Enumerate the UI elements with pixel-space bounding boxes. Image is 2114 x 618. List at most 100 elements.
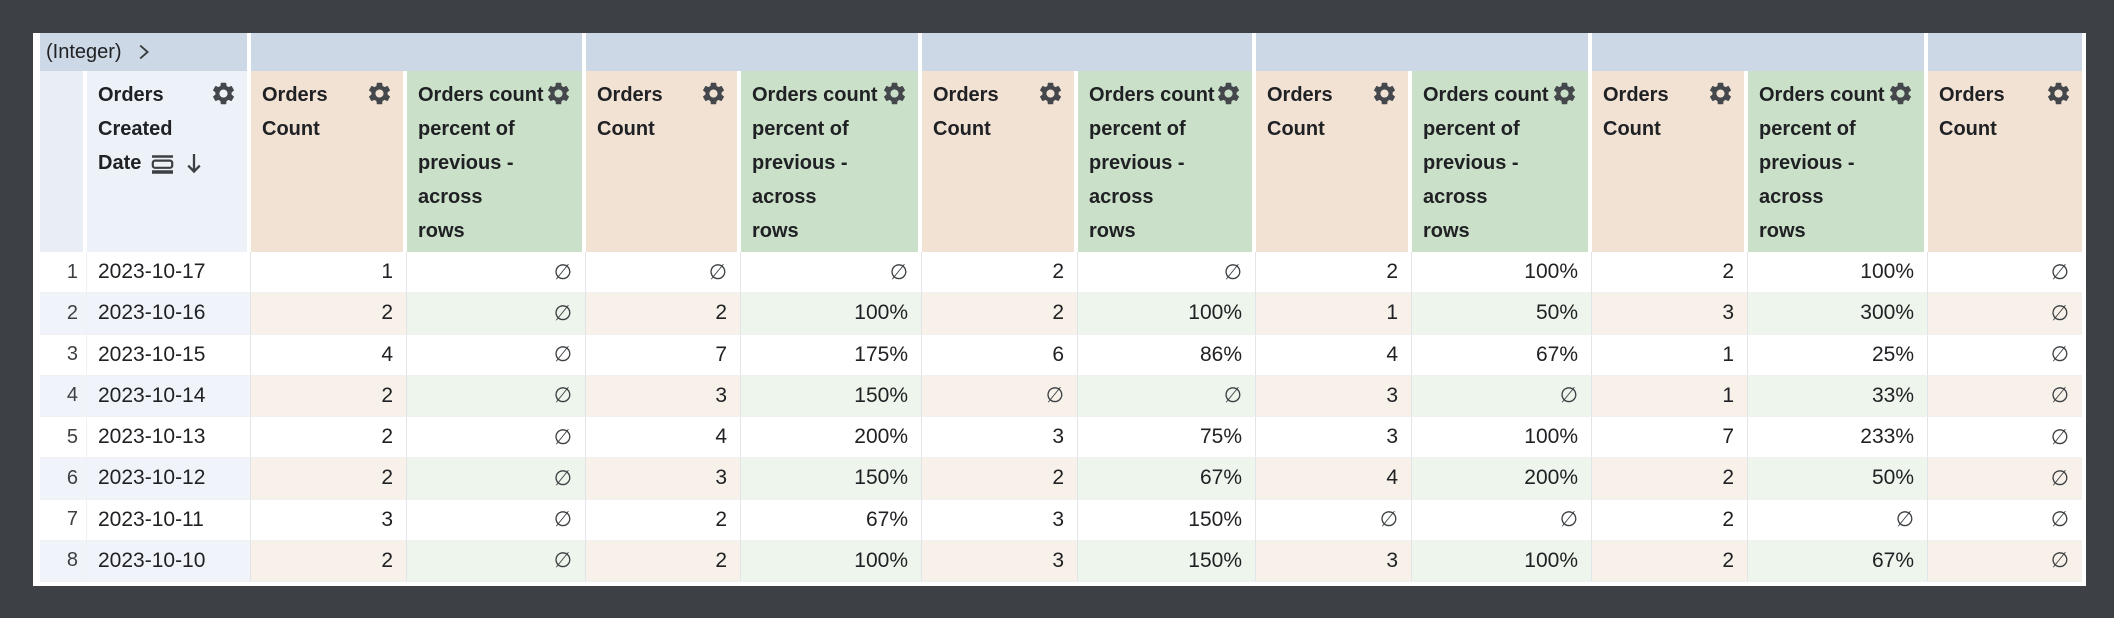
chevron-right-icon[interactable] <box>132 41 154 63</box>
settings-gear-icon[interactable] <box>881 80 908 107</box>
percent-value-cell[interactable]: 100% <box>1412 252 1592 294</box>
column-header-11[interactable]: Orders count percent of previous - across ro… <box>1748 71 1928 252</box>
date-cell[interactable]: 2023-10-10 <box>87 540 251 582</box>
percent-value-cell[interactable]: 300% <box>1748 293 1928 335</box>
percent-value-cell[interactable]: 67% <box>1412 334 1592 376</box>
count-value-cell[interactable]: 2 <box>1592 540 1748 582</box>
null-value-cell[interactable]: ∅ <box>1928 334 2082 376</box>
percent-value-cell[interactable]: 67% <box>1078 458 1256 500</box>
null-value-cell[interactable]: ∅ <box>407 499 586 541</box>
percent-value-cell[interactable]: 200% <box>741 417 922 459</box>
column-header-6[interactable]: Orders Count <box>922 71 1078 252</box>
percent-value-cell[interactable]: 50% <box>1748 458 1928 500</box>
null-value-cell[interactable]: ∅ <box>1928 293 2082 335</box>
null-value-cell[interactable]: ∅ <box>1928 375 2082 417</box>
pivot-field-cell[interactable]: (Integer) <box>40 33 251 71</box>
count-value-cell[interactable]: 2 <box>251 540 407 582</box>
date-cell[interactable]: 2023-10-16 <box>87 293 251 335</box>
date-cell[interactable]: 2023-10-13 <box>87 417 251 459</box>
count-value-cell[interactable]: 2 <box>922 293 1078 335</box>
count-value-cell[interactable]: 3 <box>586 458 741 500</box>
percent-value-cell[interactable]: 100% <box>741 540 922 582</box>
settings-gear-icon[interactable] <box>1707 80 1734 107</box>
count-value-cell[interactable]: 2 <box>1592 458 1748 500</box>
percent-value-cell[interactable]: 150% <box>1078 540 1256 582</box>
null-value-cell[interactable]: ∅ <box>1928 417 2082 459</box>
column-header-1[interactable]: Orders Created Date <box>87 71 251 252</box>
column-header-12[interactable]: Orders Count <box>1928 71 2082 252</box>
count-value-cell[interactable]: 2 <box>586 499 741 541</box>
count-value-cell[interactable]: 2 <box>251 417 407 459</box>
null-value-cell[interactable]: ∅ <box>1078 375 1256 417</box>
date-cell[interactable]: 2023-10-11 <box>87 499 251 541</box>
settings-gear-icon[interactable] <box>1371 80 1398 107</box>
count-value-cell[interactable]: 3 <box>586 375 741 417</box>
column-header-4[interactable]: Orders Count <box>586 71 741 252</box>
count-value-cell[interactable]: 4 <box>1256 458 1412 500</box>
null-value-cell[interactable]: ∅ <box>407 334 586 376</box>
count-value-cell[interactable]: 2 <box>251 293 407 335</box>
count-value-cell[interactable]: 3 <box>1256 540 1412 582</box>
settings-gear-icon[interactable] <box>1037 80 1064 107</box>
pivot-value-cell-1[interactable] <box>251 33 586 71</box>
count-value-cell[interactable]: 1 <box>251 252 407 294</box>
settings-gear-icon[interactable] <box>1887 80 1914 107</box>
null-value-cell[interactable]: ∅ <box>1928 458 2082 500</box>
column-header-10[interactable]: Orders Count <box>1592 71 1748 252</box>
count-value-cell[interactable]: 3 <box>922 417 1078 459</box>
pivot-value-cell-2[interactable] <box>586 33 922 71</box>
null-value-cell[interactable]: ∅ <box>407 417 586 459</box>
count-value-cell[interactable]: 2 <box>251 375 407 417</box>
count-value-cell[interactable]: 7 <box>586 334 741 376</box>
null-value-cell[interactable]: ∅ <box>407 375 586 417</box>
count-value-cell[interactable]: 6 <box>922 334 1078 376</box>
percent-value-cell[interactable]: 200% <box>1412 458 1592 500</box>
null-value-cell[interactable]: ∅ <box>1928 252 2082 294</box>
count-value-cell[interactable]: 2 <box>1592 499 1748 541</box>
percent-value-cell[interactable]: 100% <box>1412 417 1592 459</box>
count-value-cell[interactable]: 3 <box>1256 417 1412 459</box>
count-value-cell[interactable]: 1 <box>1592 375 1748 417</box>
percent-value-cell[interactable]: 50% <box>1412 293 1592 335</box>
count-value-cell[interactable]: 3 <box>1592 293 1748 335</box>
count-value-cell[interactable]: 2 <box>251 458 407 500</box>
percent-value-cell[interactable]: 25% <box>1748 334 1928 376</box>
percent-value-cell[interactable]: 175% <box>741 334 922 376</box>
null-value-cell[interactable]: ∅ <box>1928 499 2082 541</box>
count-value-cell[interactable]: 2 <box>586 293 741 335</box>
null-value-cell[interactable]: ∅ <box>1412 375 1592 417</box>
count-value-cell[interactable]: 1 <box>1256 293 1412 335</box>
null-value-cell[interactable]: ∅ <box>1078 252 1256 294</box>
percent-value-cell[interactable]: 100% <box>1412 540 1592 582</box>
pivot-value-cell-3[interactable] <box>922 33 1256 71</box>
percent-value-cell[interactable]: 100% <box>741 293 922 335</box>
null-value-cell[interactable]: ∅ <box>1412 499 1592 541</box>
percent-value-cell[interactable]: 67% <box>1748 540 1928 582</box>
null-value-cell[interactable]: ∅ <box>407 293 586 335</box>
count-value-cell[interactable]: 7 <box>1592 417 1748 459</box>
date-cell[interactable]: 2023-10-14 <box>87 375 251 417</box>
count-value-cell[interactable]: 1 <box>1592 334 1748 376</box>
count-value-cell[interactable]: 3 <box>1256 375 1412 417</box>
column-header-2[interactable]: Orders Count <box>251 71 407 252</box>
date-cell[interactable]: 2023-10-17 <box>87 252 251 294</box>
count-value-cell[interactable]: 2 <box>922 252 1078 294</box>
percent-value-cell[interactable]: 67% <box>741 499 922 541</box>
column-header-5[interactable]: Orders count percent of previous - across ro… <box>741 71 922 252</box>
settings-gear-icon[interactable] <box>210 80 237 107</box>
count-value-cell[interactable]: 3 <box>922 499 1078 541</box>
settings-gear-icon[interactable] <box>700 80 727 107</box>
null-value-cell[interactable]: ∅ <box>1928 540 2082 582</box>
count-value-cell[interactable]: 4 <box>1256 334 1412 376</box>
null-value-cell[interactable]: ∅ <box>407 540 586 582</box>
pivot-value-cell-5[interactable] <box>1592 33 1928 71</box>
percent-value-cell[interactable]: 150% <box>1078 499 1256 541</box>
percent-value-cell[interactable]: 100% <box>1748 252 1928 294</box>
null-value-cell[interactable]: ∅ <box>407 458 586 500</box>
count-value-cell[interactable]: 3 <box>922 540 1078 582</box>
percent-value-cell[interactable]: 33% <box>1748 375 1928 417</box>
percent-value-cell[interactable]: 150% <box>741 458 922 500</box>
null-value-cell[interactable]: ∅ <box>1748 499 1928 541</box>
null-value-cell[interactable]: ∅ <box>586 252 741 294</box>
column-header-9[interactable]: Orders count percent of previous - across ro… <box>1412 71 1592 252</box>
